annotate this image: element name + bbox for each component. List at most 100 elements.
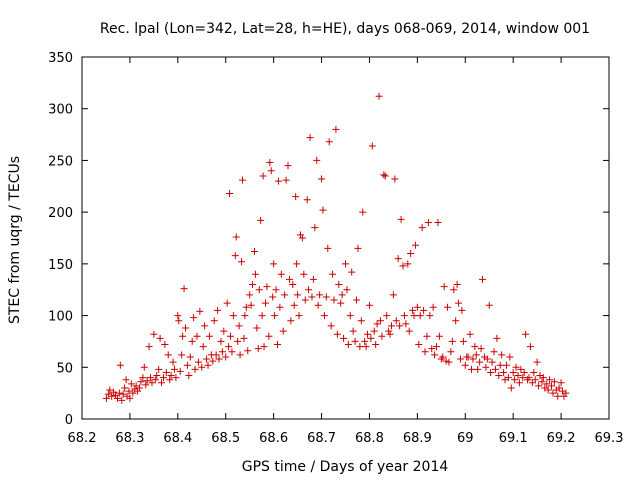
data-point xyxy=(376,317,384,325)
data-point xyxy=(285,275,293,283)
data-point xyxy=(269,293,277,301)
data-point xyxy=(420,306,428,314)
data-point xyxy=(214,306,222,314)
data-point xyxy=(511,376,519,384)
x-tick-label: 68.5 xyxy=(211,431,240,446)
data-point xyxy=(531,376,539,384)
data-point xyxy=(471,343,479,351)
data-point xyxy=(316,291,324,299)
data-point xyxy=(538,378,546,386)
plot-frame xyxy=(81,56,610,420)
data-point xyxy=(429,303,437,311)
data-point xyxy=(435,332,443,340)
data-point xyxy=(386,330,394,338)
data-point xyxy=(178,351,186,359)
data-point xyxy=(300,270,308,278)
data-point xyxy=(411,241,419,249)
data-point xyxy=(172,374,180,382)
x-tick-label: 68.8 xyxy=(355,431,384,446)
y-tick-label: 300 xyxy=(48,103,73,118)
data-point xyxy=(444,303,452,311)
data-point xyxy=(169,358,177,366)
data-point xyxy=(498,351,506,359)
data-point xyxy=(231,252,239,260)
data-point xyxy=(265,332,273,340)
data-point xyxy=(512,363,520,371)
data-point xyxy=(359,208,367,216)
data-point xyxy=(490,348,498,356)
y-tick-label: 200 xyxy=(48,206,73,221)
data-point xyxy=(491,365,499,373)
data-point xyxy=(375,92,383,100)
data-point xyxy=(392,317,400,325)
data-point xyxy=(201,322,209,330)
data-point xyxy=(272,286,280,294)
data-point xyxy=(548,382,556,390)
data-point xyxy=(274,177,282,185)
data-point xyxy=(515,379,523,387)
chart-title: Rec. lpal (Lon=342, Lat=28, h=HE), days … xyxy=(100,21,590,37)
data-point xyxy=(353,296,361,304)
data-point xyxy=(222,353,230,361)
data-point xyxy=(442,357,450,365)
data-point xyxy=(147,374,155,382)
data-point xyxy=(198,363,206,371)
data-point xyxy=(452,317,460,325)
data-point xyxy=(361,337,369,345)
data-point xyxy=(445,358,453,366)
data-point xyxy=(193,332,201,340)
data-point xyxy=(364,330,372,338)
data-point xyxy=(113,394,121,402)
x-tick-label: 68.7 xyxy=(307,431,336,446)
data-point xyxy=(485,301,493,309)
data-point xyxy=(279,327,287,335)
data-point xyxy=(418,224,426,232)
data-point xyxy=(295,312,303,320)
data-point xyxy=(150,330,158,338)
data-point xyxy=(179,332,187,340)
x-tick-label: 69.1 xyxy=(499,431,528,446)
data-point xyxy=(199,343,207,351)
data-point xyxy=(249,281,257,289)
data-point xyxy=(340,334,348,342)
data-point xyxy=(229,312,237,320)
data-point xyxy=(180,285,188,293)
data-point xyxy=(254,345,262,353)
data-point xyxy=(181,324,189,332)
data-point xyxy=(530,368,538,376)
data-point xyxy=(158,379,166,387)
data-point xyxy=(309,275,317,283)
data-point xyxy=(466,330,474,338)
data-point xyxy=(338,291,346,299)
y-tick-label: 350 xyxy=(48,51,73,66)
data-point xyxy=(294,291,302,299)
data-point xyxy=(349,327,357,335)
data-point xyxy=(337,299,345,307)
data-point xyxy=(543,380,551,388)
data-point xyxy=(409,306,417,314)
data-point xyxy=(397,215,405,223)
data-point xyxy=(129,389,137,397)
data-point xyxy=(391,175,399,183)
data-point xyxy=(557,379,565,387)
data-point xyxy=(488,358,496,366)
data-point xyxy=(155,365,163,373)
data-point xyxy=(447,348,455,356)
data-point xyxy=(456,355,464,363)
data-point xyxy=(311,224,319,232)
data-point xyxy=(159,374,167,382)
data-point xyxy=(296,231,304,239)
data-point xyxy=(483,355,491,363)
data-point xyxy=(143,377,151,385)
data-point xyxy=(495,372,503,380)
data-point xyxy=(373,320,381,328)
data-point xyxy=(519,374,527,382)
data-point xyxy=(476,358,484,366)
data-point xyxy=(209,357,217,365)
data-point xyxy=(560,392,568,400)
x-tick-label: 68.3 xyxy=(115,431,144,446)
data-point xyxy=(223,299,231,307)
data-point xyxy=(257,216,265,224)
data-point xyxy=(217,337,225,345)
data-point xyxy=(313,156,321,164)
